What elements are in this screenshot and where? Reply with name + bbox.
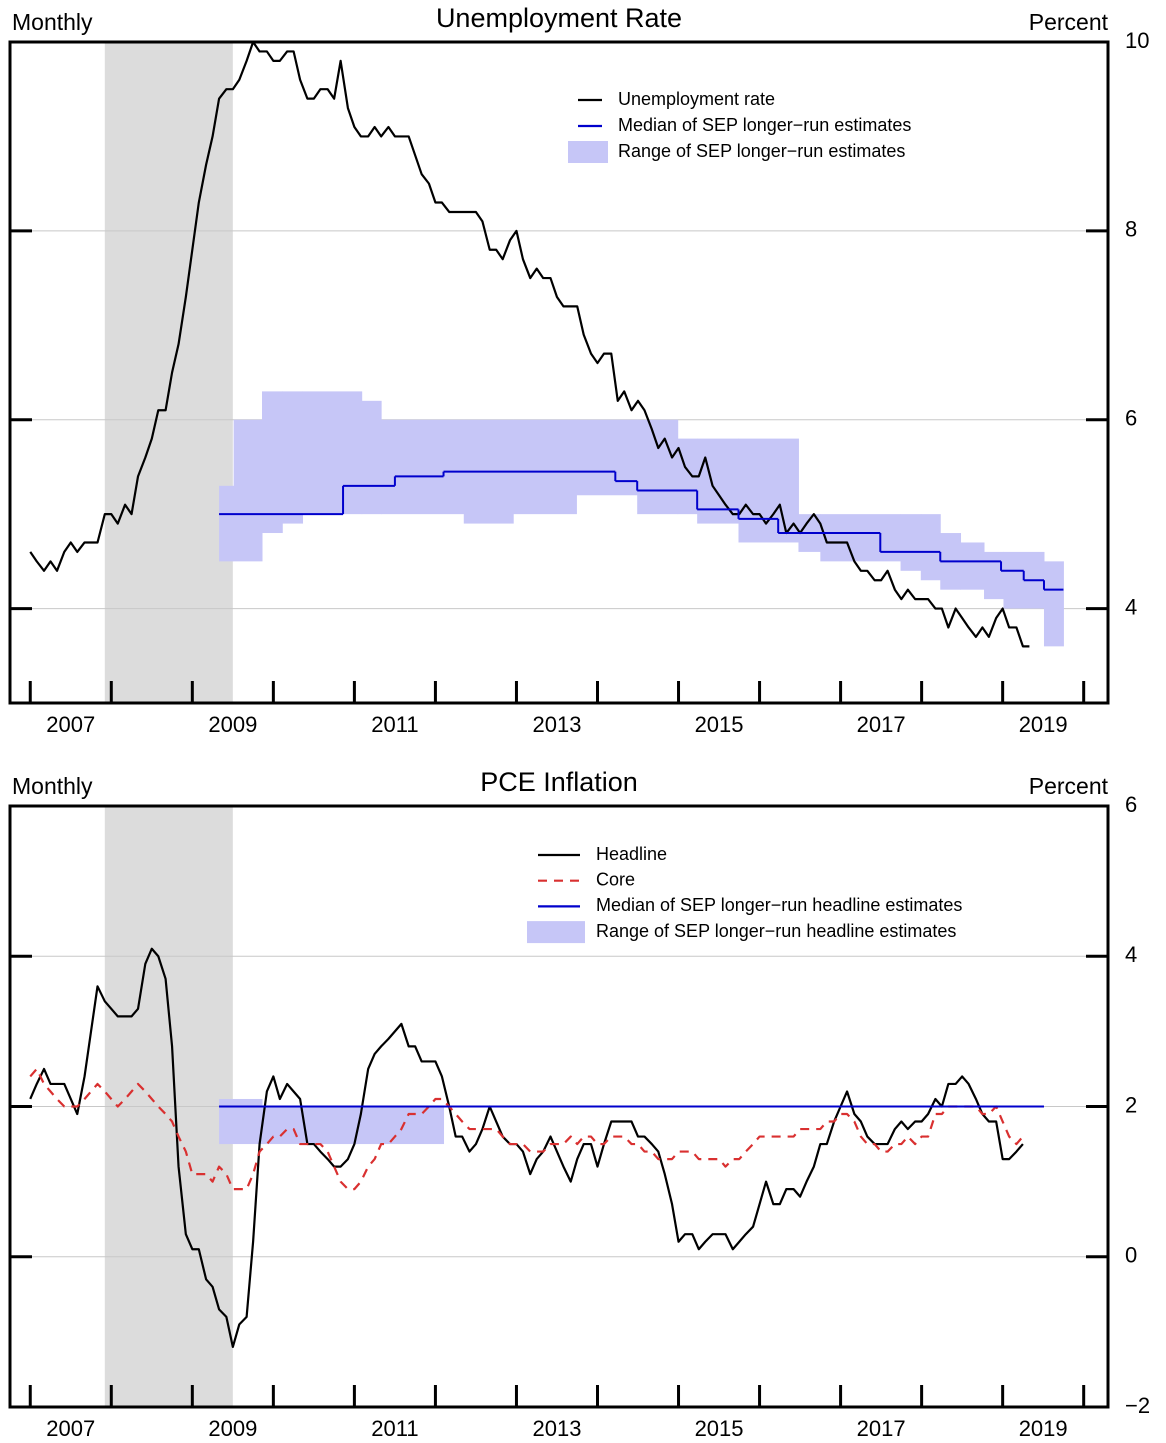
legend-label: Median of SEP longer−run estimates [618,115,911,135]
plot-frame [8,40,1110,705]
legend-label: Headline [596,844,667,864]
legend-label: Median of SEP longer−run headline estima… [596,895,962,915]
y-tick-label: 4 [1125,942,1137,967]
range-band [262,391,283,534]
y-tick-label: 6 [1125,792,1137,817]
range-band [361,400,382,515]
left-label: Monthly [12,9,93,35]
x-tick-label: 2013 [532,712,581,737]
right-label: Percent [1029,773,1109,799]
left-label: Monthly [12,773,93,799]
range-band [381,419,465,515]
range-band [920,514,941,581]
x-tick-label: 2015 [695,712,744,737]
x-tick-label: 2019 [1019,1416,1068,1441]
y-tick-label: 10 [1125,28,1149,53]
legend-label: Range of SEP longer−run estimates [618,141,905,161]
x-tick-label: 2009 [208,1416,257,1441]
range-band [900,514,922,571]
x-tick-label: 2009 [208,712,257,737]
y-tick-label: 6 [1125,406,1137,431]
x-tick-label: 2015 [695,1416,744,1441]
x-tick-label: 2017 [857,1416,906,1441]
range-band [637,419,679,515]
recession-shade [104,42,233,703]
legend-label: Core [596,869,635,889]
range-band [262,1106,445,1145]
y-tick-label: 4 [1125,594,1137,619]
chart-title: Unemployment Rate [436,3,682,33]
x-tick-label: 2011 [371,712,418,737]
y-tick-label: −2 [1125,1393,1150,1418]
legend-label: Unemployment rate [618,89,775,109]
range-band [302,391,363,515]
x-tick-label: 2011 [371,1416,418,1441]
range-band [984,551,1004,600]
x-tick-label: 2017 [857,712,906,737]
range-band [820,514,902,562]
series-line [29,40,1030,648]
x-tick-label: 2019 [1019,712,1068,737]
range-band [513,419,577,515]
legend-swatch [568,141,608,163]
range-band [697,438,739,524]
range-band [282,391,304,524]
range-band [1043,561,1064,647]
range-band [576,419,638,496]
y-tick-label: 8 [1125,217,1137,242]
legend-label: Range of SEP longer−run headline estimat… [596,921,956,941]
chart-title: PCE Inflation [480,767,638,797]
y-tick-label: 2 [1125,1092,1137,1117]
range-band [960,542,985,590]
range-band [219,485,235,562]
series-line [29,947,1024,1348]
y-tick-label: 0 [1125,1243,1137,1268]
right-label: Percent [1029,9,1109,35]
series-line [29,1067,1024,1191]
x-tick-label: 2007 [46,712,95,737]
range-band [233,419,263,562]
x-tick-label: 2007 [46,1416,95,1441]
x-tick-label: 2013 [532,1416,581,1441]
range-band [738,438,799,543]
legend-swatch [527,921,585,944]
